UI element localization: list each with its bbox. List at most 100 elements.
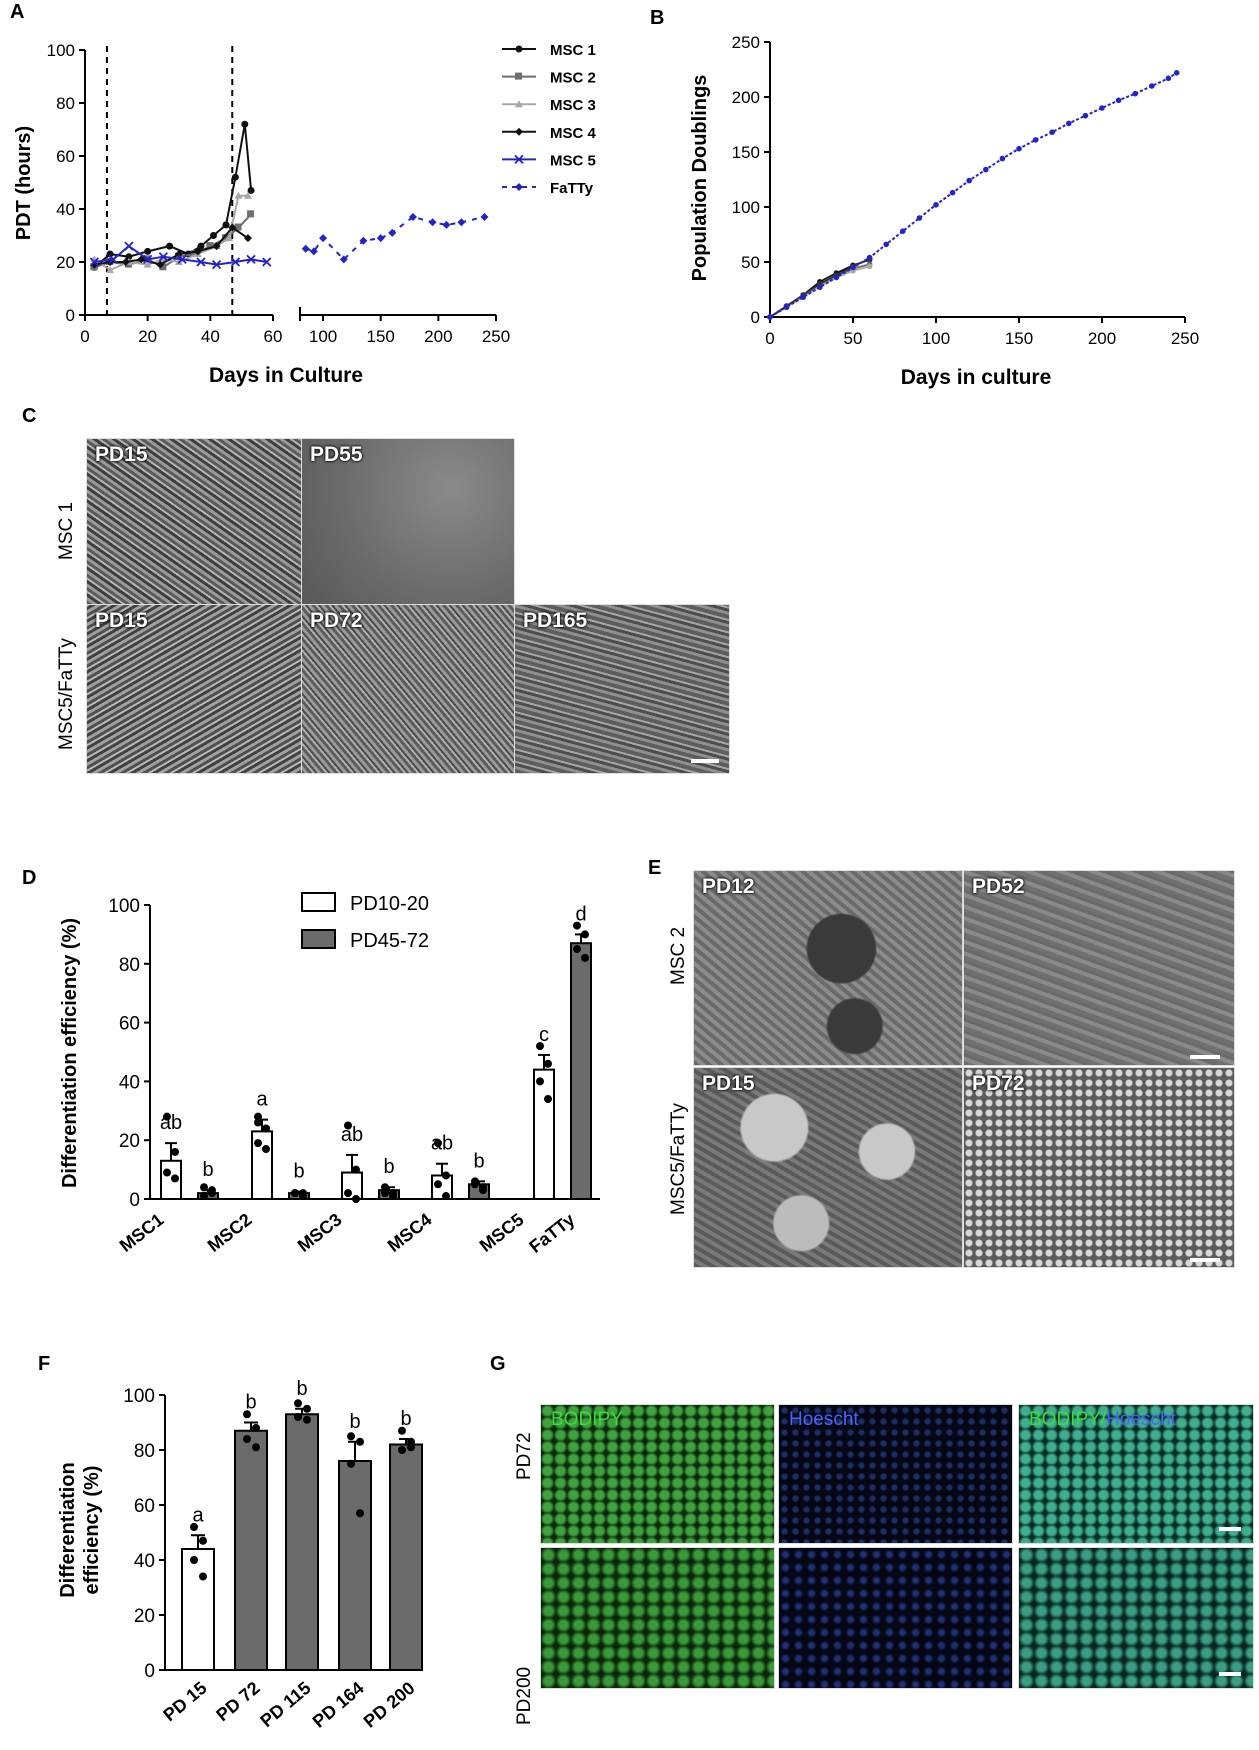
a-data-point bbox=[442, 220, 451, 229]
panel-letter-B: B bbox=[650, 7, 664, 29]
b-x-tick-label: 100 bbox=[922, 329, 950, 348]
f-bar bbox=[234, 1429, 268, 1671]
a-legend-marker bbox=[515, 127, 523, 136]
a-legend-label: FaTTy bbox=[550, 180, 594, 197]
a-data-point bbox=[457, 218, 466, 227]
a-data-point bbox=[190, 250, 198, 258]
d-data-point bbox=[254, 1139, 262, 1148]
b-data-point bbox=[900, 228, 906, 234]
fluor-g-pd200-bodipy bbox=[540, 1547, 775, 1689]
e-row-label-2: MSC5/FaTTy bbox=[668, 1103, 689, 1215]
b-x-axis-label: Days in culture bbox=[901, 366, 1052, 389]
d-y-tick-label: 100 bbox=[108, 896, 140, 917]
a-x-tick-label: 150 bbox=[367, 327, 395, 346]
b-data-point bbox=[1049, 129, 1055, 135]
a-data-point bbox=[231, 173, 239, 181]
b-data-point bbox=[883, 241, 889, 248]
fluor-g-pd200-merge bbox=[1018, 1547, 1254, 1689]
g-label-merge-hoescht: Hoescht bbox=[1106, 1409, 1176, 1430]
d-legend-label: PD10-20 bbox=[350, 893, 429, 915]
fluor-g-pd200-hoescht bbox=[778, 1547, 1013, 1689]
g-row-label-2: PD200 bbox=[514, 1666, 535, 1725]
a-legend-label: MSC 1 bbox=[550, 42, 596, 59]
f-data-point bbox=[347, 1459, 355, 1468]
a-legend-marker bbox=[515, 183, 523, 191]
a-y-axis-label: PDT (hours) bbox=[13, 126, 35, 240]
b-data-point bbox=[916, 215, 923, 221]
a-data-point bbox=[339, 255, 348, 264]
a-data-point bbox=[234, 191, 243, 199]
b-data-point bbox=[966, 177, 972, 184]
a-y-tick-label: 60 bbox=[56, 147, 75, 166]
d-data-point bbox=[581, 930, 589, 939]
d-y-tick-label: 0 bbox=[129, 1190, 140, 1211]
a-data-point bbox=[243, 191, 252, 199]
b-data-point bbox=[949, 189, 956, 196]
d-bar bbox=[570, 942, 592, 1200]
d-data-point bbox=[389, 1192, 397, 1201]
f-significance-letter: a bbox=[192, 1504, 204, 1526]
b-data-point bbox=[933, 202, 939, 208]
b-y-tick-label: 50 bbox=[741, 253, 760, 272]
micrograph-c-fatty-pd15: PD15 bbox=[86, 604, 302, 774]
chart-a-pdt: 0 20 40 60 80 100 0 20 40 60 100 150 200 250 Days in C… bbox=[13, 41, 597, 387]
c-label-pd15: PD15 bbox=[95, 443, 148, 466]
chart-d-differentiation: 0 20 40 60 80 100 Differentiation efficiency (… bbox=[59, 892, 600, 1257]
a-data-point bbox=[196, 257, 206, 267]
c-label-pd15-fatty: PD15 bbox=[95, 609, 148, 632]
a-data-point bbox=[408, 212, 417, 221]
d-significance-letter: b bbox=[383, 1156, 394, 1178]
a-legend-marker bbox=[515, 100, 523, 108]
f-category-label: PD 72 bbox=[212, 1678, 263, 1725]
a-data-point bbox=[156, 260, 165, 269]
b-y-axis-label: Population Doublings bbox=[689, 75, 711, 282]
a-data-point bbox=[89, 257, 100, 267]
a-x-tick-label: 40 bbox=[201, 327, 220, 346]
d-data-point bbox=[573, 945, 581, 954]
d-significance-letter: b bbox=[293, 1161, 304, 1183]
d-data-point bbox=[171, 1147, 179, 1156]
g-label-hoescht: Hoescht bbox=[789, 1409, 859, 1430]
d-data-point bbox=[254, 1112, 262, 1121]
d-data-point bbox=[208, 1186, 216, 1195]
e-label-pd15: PD15 bbox=[702, 1072, 755, 1095]
a-x-tick-label: 200 bbox=[424, 327, 452, 346]
f-data-point bbox=[356, 1437, 364, 1446]
a-data-point bbox=[177, 254, 187, 264]
f-bar bbox=[285, 1413, 319, 1671]
g-label-merge-bodipy: BODIPY bbox=[1029, 1409, 1101, 1430]
d-data-point bbox=[171, 1174, 179, 1183]
d-category-label: FaTTy bbox=[525, 1209, 578, 1257]
b-data-point bbox=[1165, 75, 1172, 82]
c-row-label-2: MSC5/FaTTy bbox=[56, 638, 77, 750]
b-y-tick-label: 250 bbox=[732, 33, 760, 52]
a-legend-label: MSC 2 bbox=[550, 70, 596, 87]
f-bar bbox=[338, 1460, 372, 1671]
a-data-point bbox=[241, 120, 249, 128]
fluor-g-pd72-merge: BODIPY/Hoescht bbox=[1018, 1404, 1254, 1544]
a-y-tick-label: 20 bbox=[56, 253, 75, 272]
f-data-point bbox=[243, 1410, 251, 1419]
f-data-point bbox=[190, 1556, 198, 1564]
g-label-merge: BODIPY/Hoescht bbox=[1029, 1409, 1176, 1431]
d-data-point bbox=[291, 1189, 299, 1198]
a-data-point bbox=[243, 234, 252, 243]
f-significance-letter: b bbox=[245, 1392, 256, 1414]
f-data-point bbox=[303, 1415, 311, 1424]
b-x-tick-label: 150 bbox=[1005, 329, 1033, 348]
a-x-tick-label: 250 bbox=[482, 327, 510, 346]
f-data-point bbox=[398, 1446, 406, 1454]
a-data-point bbox=[143, 260, 152, 268]
f-y-tick-label: 20 bbox=[134, 1606, 155, 1627]
a-data-point bbox=[108, 254, 118, 264]
f-category-label: PD 200 bbox=[360, 1678, 419, 1732]
a-data-point bbox=[175, 250, 183, 259]
a-data-point bbox=[228, 223, 237, 232]
b-data-point bbox=[1173, 70, 1180, 76]
a-data-point bbox=[428, 218, 437, 227]
a-data-point bbox=[121, 258, 130, 266]
d-significance-letter: c bbox=[539, 1024, 549, 1046]
e-scale-bar-bottom bbox=[1190, 1258, 1220, 1262]
b-data-point bbox=[1032, 137, 1039, 143]
